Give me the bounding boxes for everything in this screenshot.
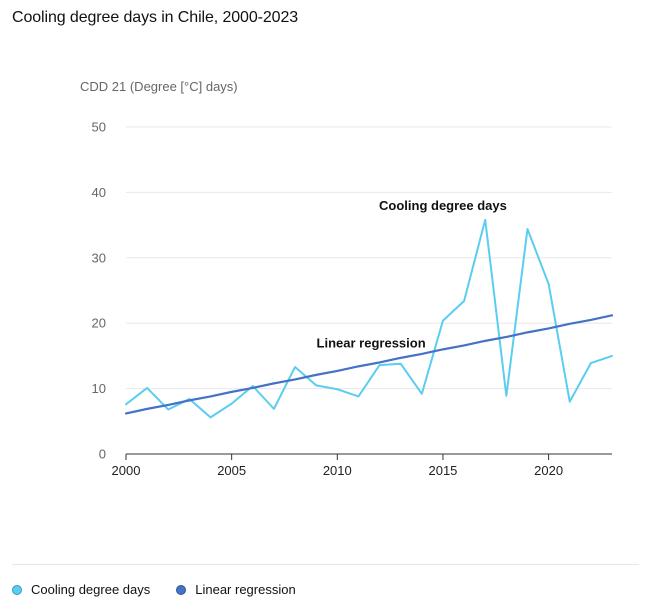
x-tick-label-2015: 2015	[428, 463, 457, 478]
legend-divider	[12, 564, 639, 565]
line-chart: 0 10 20 30 40 50 2000 2005 2010 2015 2020 Cooling …	[92, 120, 614, 478]
y-tick-label-30: 30	[92, 250, 106, 265]
y-tick-label-50: 50	[92, 120, 106, 135]
x-tick-label-2020: 2020	[534, 463, 563, 478]
chart-title: Cooling degree days in Chile, 2000-2023	[12, 9, 299, 26]
x-tick-label-2010: 2010	[323, 463, 352, 478]
series-line-cooling-degree-days	[125, 218, 613, 419]
annotation-linear-regression: Linear regression	[317, 335, 426, 350]
legend-swatch-regression	[176, 584, 187, 595]
legend-item-regression[interactable]: Linear regression	[176, 582, 296, 597]
y-tick-label-40: 40	[92, 185, 106, 200]
y-axis-label: CDD 21 (Degree [°C] days)	[80, 79, 238, 94]
series	[124, 218, 614, 419]
y-tick-label-0: 0	[99, 447, 106, 462]
y-tick-label-10: 10	[92, 381, 106, 396]
y-tick-label-20: 20	[92, 316, 106, 331]
annotation-cooling-degree-days: Cooling degree days	[379, 198, 507, 213]
grid	[126, 126, 612, 390]
legend-label-regression: Linear regression	[195, 582, 296, 597]
annotations: Cooling degree days Linear regression	[317, 198, 507, 350]
x-tick-label-2000: 2000	[112, 463, 141, 478]
series-line-linear-regression	[124, 314, 614, 415]
legend: Cooling degree days Linear regression	[12, 582, 322, 597]
legend-label-cdd: Cooling degree days	[31, 582, 151, 597]
legend-swatch-cdd	[12, 584, 22, 595]
x-tick-label-2005: 2005	[217, 463, 246, 478]
axes: 0 10 20 30 40 50 2000 2005 2010 2015 2020	[92, 120, 612, 478]
legend-item-cdd[interactable]: Cooling degree days	[12, 582, 150, 597]
